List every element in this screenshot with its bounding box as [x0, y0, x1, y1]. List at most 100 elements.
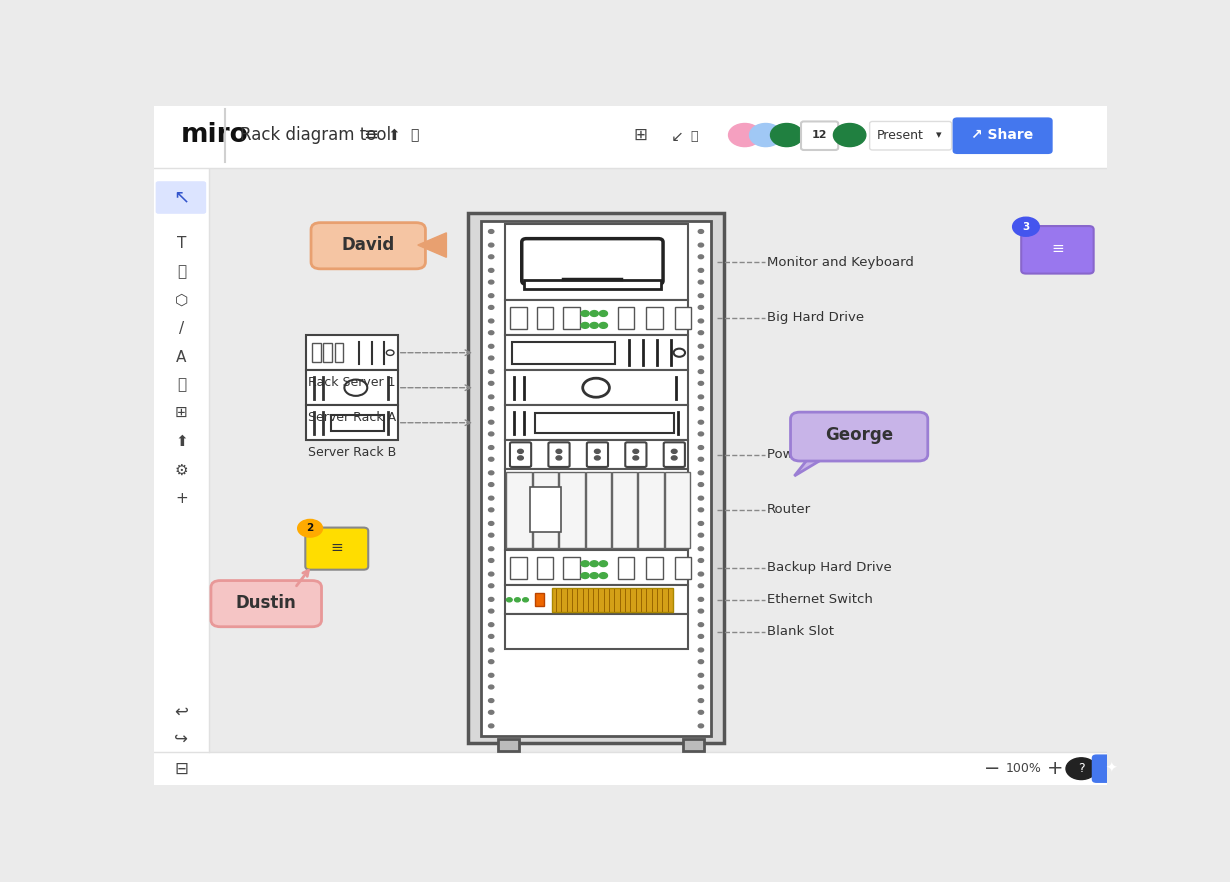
FancyBboxPatch shape	[683, 739, 704, 751]
Circle shape	[594, 456, 600, 460]
Circle shape	[514, 598, 520, 602]
Circle shape	[1012, 217, 1039, 236]
Circle shape	[344, 379, 368, 396]
Text: ↩: ↩	[175, 703, 188, 721]
FancyBboxPatch shape	[306, 370, 397, 406]
FancyBboxPatch shape	[498, 739, 519, 751]
Text: Server Rack A: Server Rack A	[308, 411, 396, 424]
FancyBboxPatch shape	[1092, 754, 1130, 783]
Text: ⬆: ⬆	[387, 128, 400, 143]
Circle shape	[672, 456, 676, 460]
FancyBboxPatch shape	[311, 222, 426, 269]
Circle shape	[488, 572, 494, 576]
Text: ≡: ≡	[1052, 241, 1064, 256]
Circle shape	[488, 623, 494, 626]
FancyBboxPatch shape	[617, 557, 635, 579]
Text: Backup Hard Drive: Backup Hard Drive	[766, 561, 892, 574]
Circle shape	[699, 421, 704, 424]
Text: 🗒: 🗒	[177, 264, 186, 279]
Circle shape	[699, 597, 704, 602]
FancyBboxPatch shape	[675, 307, 691, 329]
Circle shape	[699, 724, 704, 728]
Text: ▾: ▾	[936, 130, 942, 140]
FancyBboxPatch shape	[469, 213, 723, 743]
Text: 💬: 💬	[177, 377, 186, 392]
Circle shape	[518, 449, 523, 453]
Text: David: David	[342, 236, 395, 254]
FancyBboxPatch shape	[563, 307, 579, 329]
Circle shape	[699, 660, 704, 663]
Text: T: T	[177, 235, 186, 250]
Circle shape	[488, 432, 494, 436]
Circle shape	[599, 323, 608, 328]
Text: Ethernet Switch: Ethernet Switch	[766, 594, 872, 606]
FancyBboxPatch shape	[625, 442, 647, 467]
Circle shape	[488, 294, 494, 297]
Circle shape	[699, 458, 704, 461]
Text: ?: ?	[1077, 762, 1085, 775]
Circle shape	[488, 634, 494, 639]
Text: ↖: ↖	[173, 187, 189, 206]
FancyBboxPatch shape	[638, 472, 664, 548]
Text: ⊟: ⊟	[175, 759, 188, 778]
FancyBboxPatch shape	[312, 343, 321, 363]
Text: Router: Router	[766, 504, 811, 516]
Circle shape	[488, 673, 494, 677]
Circle shape	[488, 255, 494, 258]
Text: 🔔: 🔔	[690, 130, 697, 143]
Text: ⚙: ⚙	[175, 462, 188, 477]
FancyBboxPatch shape	[801, 122, 838, 150]
Circle shape	[488, 597, 494, 602]
Circle shape	[699, 294, 704, 297]
Circle shape	[488, 344, 494, 348]
Circle shape	[599, 561, 608, 566]
FancyBboxPatch shape	[647, 557, 663, 579]
FancyBboxPatch shape	[507, 472, 531, 548]
Circle shape	[488, 482, 494, 487]
FancyBboxPatch shape	[504, 440, 688, 469]
Text: ≡: ≡	[364, 126, 379, 144]
Circle shape	[699, 395, 704, 399]
Circle shape	[488, 395, 494, 399]
FancyBboxPatch shape	[212, 580, 321, 627]
Circle shape	[699, 673, 704, 677]
Circle shape	[1066, 758, 1096, 780]
FancyBboxPatch shape	[512, 341, 615, 364]
Text: Present: Present	[877, 129, 924, 141]
FancyBboxPatch shape	[522, 239, 663, 284]
Circle shape	[523, 598, 529, 602]
FancyBboxPatch shape	[585, 472, 611, 548]
Circle shape	[699, 280, 704, 284]
Circle shape	[488, 445, 494, 450]
FancyBboxPatch shape	[533, 472, 558, 548]
Text: ✦: ✦	[1105, 762, 1117, 775]
Circle shape	[699, 572, 704, 576]
Circle shape	[581, 310, 589, 317]
Circle shape	[599, 572, 608, 579]
FancyBboxPatch shape	[504, 405, 688, 440]
Circle shape	[488, 458, 494, 461]
Circle shape	[581, 323, 589, 328]
Circle shape	[488, 305, 494, 310]
Circle shape	[699, 685, 704, 689]
Text: 2: 2	[306, 523, 314, 534]
Circle shape	[699, 648, 704, 652]
Circle shape	[488, 724, 494, 728]
Text: Rack diagram tool: Rack diagram tool	[241, 126, 391, 144]
Circle shape	[488, 648, 494, 652]
Circle shape	[699, 609, 704, 613]
Circle shape	[674, 348, 685, 357]
Circle shape	[594, 449, 600, 453]
Circle shape	[583, 378, 609, 397]
Circle shape	[488, 229, 494, 234]
Text: +: +	[1047, 759, 1064, 778]
Circle shape	[633, 449, 638, 453]
Circle shape	[488, 558, 494, 563]
Circle shape	[488, 356, 494, 360]
Circle shape	[488, 331, 494, 334]
Circle shape	[699, 319, 704, 323]
Circle shape	[488, 280, 494, 284]
Circle shape	[699, 331, 704, 334]
Circle shape	[298, 519, 322, 537]
Text: ⬡: ⬡	[175, 293, 188, 308]
